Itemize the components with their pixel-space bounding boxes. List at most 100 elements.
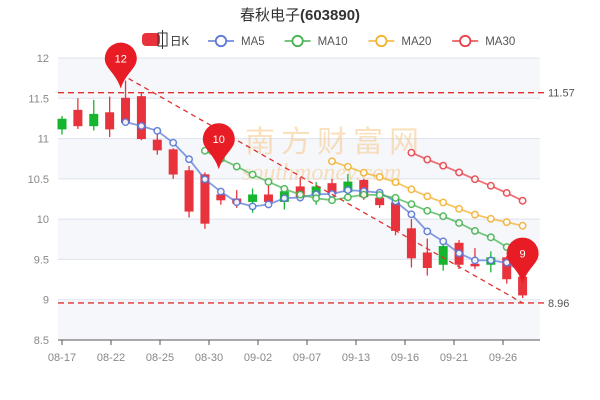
- ma-point: [439, 237, 448, 246]
- y-axis: 8.5 9 9.5 10 10.5 11 11.5 12: [28, 53, 49, 347]
- ma-point: [407, 200, 416, 209]
- candlestick-series[interactable]: [57, 80, 528, 299]
- legend-item-ma20[interactable]: MA20: [368, 34, 431, 48]
- ma-point: [471, 210, 479, 219]
- reference-lines: 11.57 8.96: [58, 88, 575, 310]
- ma-point: [407, 148, 416, 157]
- annotation-marker-10[interactable]: 10: [202, 123, 235, 170]
- candlestick[interactable]: [136, 92, 146, 141]
- marker-balloon: [104, 42, 137, 89]
- ma-point: [423, 227, 432, 236]
- ma-point: [486, 214, 495, 223]
- ma-point: [296, 190, 305, 199]
- ma-point: [486, 181, 495, 190]
- marker-label: 10: [213, 134, 225, 146]
- grid-band: [58, 58, 540, 99]
- ma-line-ma5[interactable]: [121, 118, 527, 277]
- candlestick[interactable]: [105, 96, 115, 137]
- x-axis-tick-label: 09-02: [244, 352, 272, 364]
- ma-point: [328, 196, 336, 205]
- y-axis-tick-label: 9.5: [34, 254, 49, 266]
- ma-point: [312, 194, 321, 203]
- grid-bands: [58, 58, 540, 340]
- ma-point: [264, 200, 273, 209]
- x-axis-tick-label: 08-17: [48, 352, 76, 364]
- watermark: 南方财富网 southmoney.com: [242, 125, 425, 186]
- ma-point: [391, 178, 400, 187]
- ma-point: [471, 226, 479, 235]
- ma-point: [248, 170, 257, 179]
- y-axis-tick-label: 9: [43, 295, 49, 307]
- ma-point: [439, 161, 448, 170]
- candlestick[interactable]: [73, 98, 83, 129]
- x-axis-tick-label: 08-30: [195, 352, 223, 364]
- ma-point: [423, 155, 432, 164]
- ma-point: [502, 189, 511, 197]
- ma-point: [328, 157, 336, 166]
- x-axis-tick-label: 08-22: [97, 352, 125, 364]
- ma-point: [518, 196, 527, 205]
- reference-line-label: 11.57: [548, 88, 575, 100]
- ma-point: [407, 185, 416, 194]
- marker-balloon: [202, 123, 235, 170]
- ma-point: [423, 206, 432, 215]
- ma-point: [248, 202, 257, 211]
- grid-band: [58, 219, 540, 260]
- ma-point: [407, 210, 416, 219]
- y-axis-tick-label: 11.5: [28, 93, 49, 105]
- legend-item-ma30[interactable]: MA30: [452, 34, 515, 48]
- ma-point: [121, 118, 130, 127]
- ma-point: [359, 168, 368, 177]
- watermark-cn: 南方财富网: [245, 125, 425, 160]
- y-axis-tick-label: 11: [38, 134, 49, 146]
- ma-line-ma20[interactable]: [328, 157, 527, 230]
- marker-balloon: [506, 237, 539, 284]
- ma-point: [169, 138, 178, 147]
- ma-point: [153, 126, 162, 135]
- ma-point: [391, 193, 400, 202]
- ma-point: [486, 256, 495, 265]
- legend-label-ma10: MA10: [318, 36, 348, 48]
- annotation-markers[interactable]: 12 10 9: [104, 42, 539, 284]
- annotation-marker-12[interactable]: 12: [104, 42, 137, 89]
- legend-label-ma5: MA5: [241, 36, 265, 48]
- candlestick[interactable]: [152, 133, 162, 155]
- page-title: 春秋电子(603890): [240, 7, 360, 24]
- legend-item-ma10[interactable]: MA10: [284, 34, 348, 48]
- y-axis-tick-label: 10: [37, 214, 49, 226]
- legend-label-ma30: MA30: [485, 36, 515, 48]
- candlestick[interactable]: [184, 165, 194, 218]
- ma-point: [439, 198, 448, 207]
- legend[interactable]: 日K MA5 MA10 MA20 MA30: [142, 30, 515, 49]
- ma-point: [343, 162, 352, 171]
- ma-point: [343, 186, 352, 195]
- ma-point: [423, 192, 432, 201]
- moving-average-series[interactable]: [121, 118, 527, 277]
- ma-point: [502, 218, 511, 227]
- ma-point: [455, 204, 464, 213]
- legend-item-ma5[interactable]: MA5: [208, 34, 265, 48]
- ma-point: [343, 193, 352, 202]
- x-axis-tick-label: 09-07: [293, 352, 321, 364]
- x-axis-tick-label: 08-25: [146, 352, 174, 364]
- ma-point: [359, 190, 368, 199]
- x-axis-tick-label: 09-26: [489, 352, 517, 364]
- legend-label-k: 日K: [170, 36, 189, 48]
- annotation-marker-9[interactable]: 9: [506, 237, 539, 284]
- candlestick[interactable]: [406, 219, 416, 268]
- ma-line-ma30[interactable]: [407, 148, 527, 205]
- candlestick[interactable]: [422, 238, 432, 276]
- candlestick[interactable]: [168, 148, 178, 179]
- legend-item-k[interactable]: 日K: [142, 30, 189, 49]
- candlestick[interactable]: [57, 116, 67, 135]
- ma-point: [216, 187, 225, 196]
- candlestick[interactable]: [89, 99, 99, 131]
- ma-point: [455, 249, 464, 258]
- ma-point: [185, 155, 194, 164]
- ma-point: [471, 256, 479, 265]
- ma-point: [232, 198, 241, 207]
- x-axis-tick-label: 09-16: [391, 352, 419, 364]
- y-axis-tick-label: 12: [37, 53, 49, 65]
